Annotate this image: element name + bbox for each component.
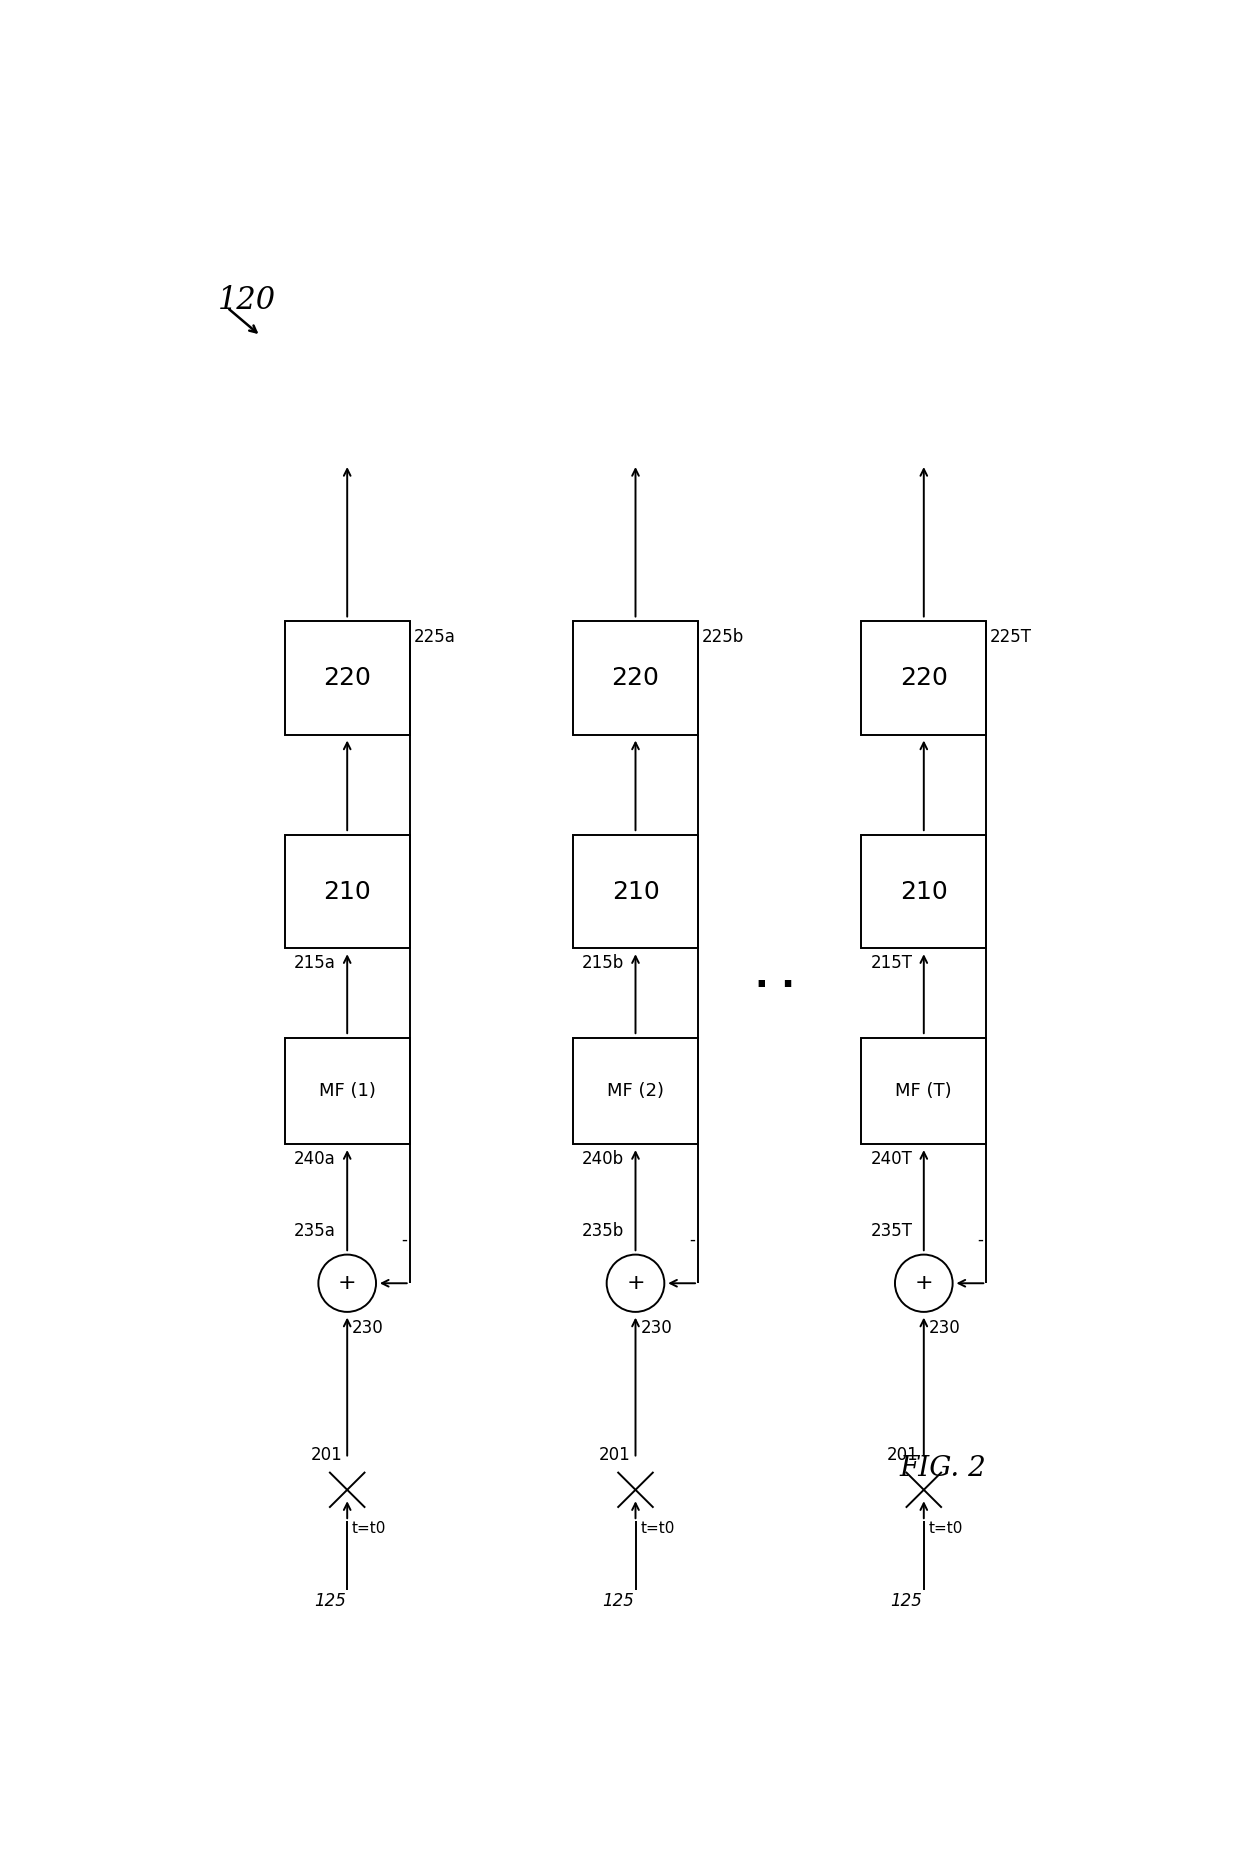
Text: 210: 210 (611, 879, 660, 903)
Bar (862, 1038, 986, 1145)
Bar (573, 1038, 698, 1145)
Text: 201: 201 (888, 1447, 919, 1463)
Text: 210: 210 (324, 879, 371, 903)
Text: 120: 120 (217, 285, 275, 316)
Text: +: + (337, 1273, 357, 1293)
Text: 220: 220 (611, 666, 660, 690)
Text: 240T: 240T (870, 1151, 913, 1167)
Text: 210: 210 (900, 879, 947, 903)
Text: 225b: 225b (702, 627, 744, 646)
Text: 201: 201 (599, 1447, 631, 1463)
Text: +: + (626, 1273, 645, 1293)
Text: MF (1): MF (1) (319, 1082, 376, 1101)
Text: 215a: 215a (294, 955, 336, 973)
Text: 215b: 215b (582, 955, 624, 973)
Text: 235a: 235a (294, 1223, 336, 1240)
Ellipse shape (895, 1254, 952, 1312)
Bar (285, 1038, 409, 1145)
Text: 220: 220 (900, 666, 947, 690)
Text: 215T: 215T (870, 955, 913, 973)
Text: MF (T): MF (T) (895, 1082, 952, 1101)
Bar (285, 622, 409, 734)
Bar (862, 834, 986, 949)
Text: . .: . . (755, 960, 795, 993)
Text: 125: 125 (314, 1593, 346, 1610)
Text: 225a: 225a (413, 627, 455, 646)
Text: -: - (689, 1230, 696, 1249)
Text: 125: 125 (603, 1593, 634, 1610)
Text: +: + (914, 1273, 934, 1293)
Ellipse shape (606, 1254, 665, 1312)
Text: 225T: 225T (990, 627, 1032, 646)
Text: 240b: 240b (582, 1151, 624, 1167)
Text: -: - (401, 1230, 407, 1249)
Text: t=t0: t=t0 (929, 1521, 963, 1535)
Text: 230: 230 (352, 1319, 383, 1338)
Text: t=t0: t=t0 (352, 1521, 387, 1535)
Text: 220: 220 (324, 666, 371, 690)
Text: 235T: 235T (870, 1223, 913, 1240)
Bar (573, 622, 698, 734)
Bar (862, 622, 986, 734)
Text: 230: 230 (929, 1319, 960, 1338)
Text: MF (2): MF (2) (608, 1082, 663, 1101)
Ellipse shape (319, 1254, 376, 1312)
Text: 230: 230 (640, 1319, 672, 1338)
Bar (285, 834, 409, 949)
Text: 235b: 235b (582, 1223, 624, 1240)
Bar (573, 834, 698, 949)
Text: 240a: 240a (294, 1151, 336, 1167)
Text: 125: 125 (890, 1593, 923, 1610)
Text: 201: 201 (311, 1447, 342, 1463)
Text: -: - (977, 1230, 983, 1249)
Text: t=t0: t=t0 (640, 1521, 675, 1535)
Text: FIG. 2: FIG. 2 (900, 1454, 986, 1482)
